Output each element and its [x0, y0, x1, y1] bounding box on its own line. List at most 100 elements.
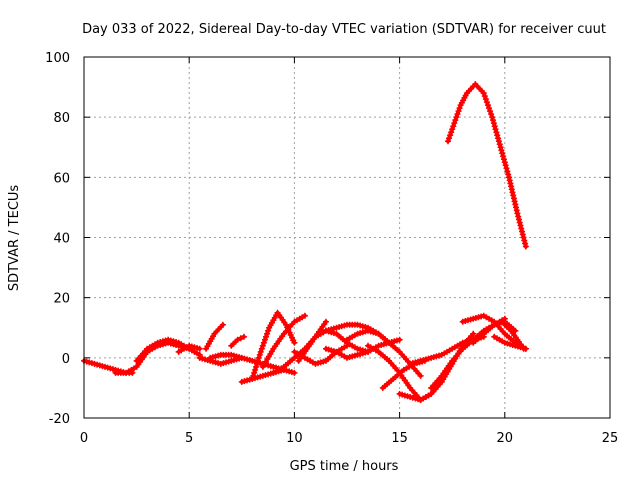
- data-point: [234, 336, 241, 343]
- data-point: [522, 243, 529, 250]
- data-point: [253, 360, 260, 367]
- data-point: [487, 108, 494, 115]
- data-point: [454, 111, 461, 118]
- data-point: [500, 156, 507, 163]
- series-arc-12: [270, 318, 329, 376]
- data-point: [291, 369, 298, 376]
- data-point: [481, 93, 488, 100]
- data-point: [482, 96, 489, 103]
- data-point: [515, 213, 522, 220]
- series-arc-8: [228, 333, 247, 349]
- data-point: [502, 162, 509, 169]
- y-tick-label: 40: [53, 232, 70, 247]
- data-point: [301, 312, 308, 319]
- data-point: [258, 345, 265, 352]
- data-point: [453, 114, 460, 121]
- data-point: [257, 348, 264, 355]
- data-point: [240, 333, 247, 340]
- data-point: [518, 225, 525, 232]
- data-point: [486, 105, 493, 112]
- x-axis-title: GPS time / hours: [290, 459, 399, 474]
- data-point: [489, 114, 496, 121]
- data-point: [483, 99, 490, 106]
- data-point: [451, 120, 458, 127]
- y-tick-label: 100: [45, 51, 70, 66]
- data-point: [396, 336, 403, 343]
- data-point: [255, 354, 262, 361]
- x-tick-label: 10: [286, 431, 303, 446]
- data-point: [449, 126, 456, 133]
- data-point: [450, 123, 457, 130]
- data-point: [264, 330, 271, 337]
- data-point: [501, 159, 508, 166]
- data-point: [493, 129, 500, 136]
- data-point: [219, 321, 226, 328]
- data-point: [256, 351, 263, 358]
- y-tick-label: 80: [53, 111, 70, 126]
- data-point: [494, 132, 501, 139]
- y-tick-label: 60: [53, 171, 70, 186]
- data-point: [261, 336, 268, 343]
- y-tick-label: -20: [49, 412, 70, 427]
- data-point: [260, 339, 267, 346]
- data-point: [253, 363, 260, 370]
- data-point: [196, 345, 203, 352]
- chart-title: Day 033 of 2022, Sidereal Day-to-day VTE…: [82, 22, 606, 37]
- series-arc-25: [470, 318, 519, 346]
- data-point: [495, 138, 502, 145]
- data-point: [492, 126, 499, 133]
- data-point: [503, 165, 510, 172]
- data-point: [519, 231, 526, 238]
- data-point: [498, 147, 505, 154]
- data-point: [519, 228, 526, 235]
- data-point: [447, 132, 454, 139]
- data-point: [252, 366, 259, 373]
- data-point: [250, 372, 257, 379]
- data-point: [490, 117, 497, 124]
- data-point: [515, 216, 522, 223]
- data-point: [470, 330, 477, 337]
- x-tick-label: 25: [602, 431, 619, 446]
- y-tick-label: 20: [53, 292, 70, 307]
- series-arc-18: [365, 342, 424, 403]
- ticks: 0 5 10 15 20 25 -20 0 20 40 60 80 100: [45, 51, 618, 446]
- data-point: [448, 129, 455, 136]
- data-point: [514, 210, 521, 217]
- data-point: [446, 135, 453, 142]
- data-point: [262, 333, 269, 340]
- data-point: [456, 105, 463, 112]
- series-arc-27: [501, 321, 527, 352]
- data-point: [495, 135, 502, 142]
- data-point: [322, 318, 329, 325]
- series-arc-4: [175, 342, 203, 355]
- data-point: [249, 375, 256, 382]
- data-point: [516, 219, 523, 226]
- data-point: [490, 120, 497, 127]
- data-point: [517, 222, 524, 229]
- data-point: [520, 345, 527, 352]
- data-point: [521, 237, 528, 244]
- data-point: [497, 144, 504, 151]
- data-point: [417, 372, 424, 379]
- data-point: [251, 369, 258, 376]
- x-tick-label: 5: [185, 431, 193, 446]
- data-point: [444, 138, 451, 145]
- data-point: [491, 123, 498, 130]
- data-point: [505, 171, 512, 178]
- data-point: [500, 153, 507, 160]
- series-arc-11: [259, 312, 308, 370]
- x-tick-label: 0: [80, 431, 88, 446]
- data-point: [496, 141, 503, 148]
- data-point: [254, 357, 261, 364]
- y-axis-title: SDTVAR / TECUs: [7, 185, 22, 292]
- data-point: [504, 168, 511, 175]
- data-point: [452, 117, 459, 124]
- data-point: [237, 335, 244, 342]
- y-tick-label: 0: [62, 352, 70, 367]
- grid: [84, 57, 610, 418]
- data-point: [259, 342, 266, 349]
- data-point: [522, 240, 529, 247]
- series-arc-5: [203, 321, 226, 352]
- data-point: [265, 327, 272, 334]
